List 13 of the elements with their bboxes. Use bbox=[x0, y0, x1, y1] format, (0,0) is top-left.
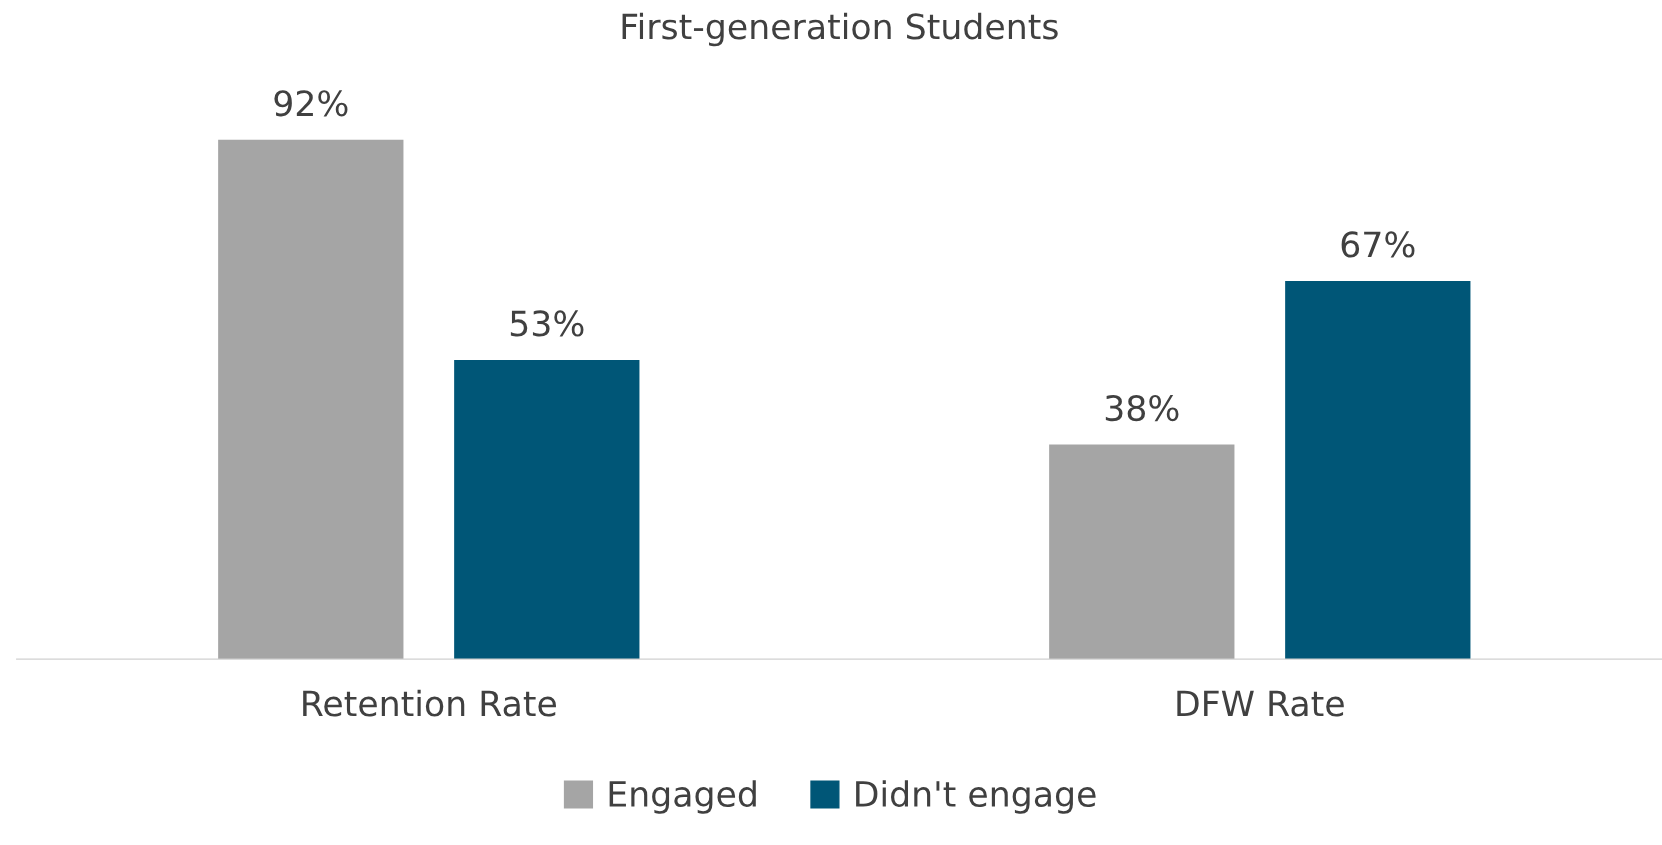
bar bbox=[1285, 280, 1471, 660]
x-tick-label: DFW Rate bbox=[1177, 690, 1344, 717]
chart-title: First-generation Students bbox=[622, 12, 1058, 47]
legend-label: Didn't engage bbox=[856, 780, 1096, 814]
bar bbox=[454, 359, 640, 660]
legend-label: Engaged bbox=[609, 780, 756, 814]
x-tick-label: Retention Rate bbox=[303, 689, 556, 717]
data-label: 38% bbox=[1105, 394, 1179, 422]
data-label: 92% bbox=[274, 90, 348, 117]
bar bbox=[218, 139, 404, 660]
data-label: 53% bbox=[510, 310, 584, 337]
bar bbox=[1049, 444, 1235, 660]
data-label: 67% bbox=[1341, 231, 1415, 258]
